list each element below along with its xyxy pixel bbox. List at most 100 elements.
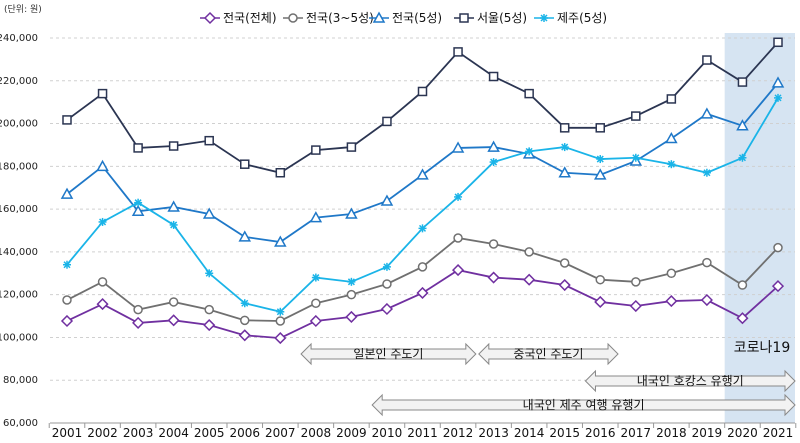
- annotation-label: 내국인 호캉스 유행기: [637, 373, 744, 388]
- circle-marker: [311, 298, 321, 308]
- square-marker: [204, 135, 214, 146]
- star-stroke: [540, 14, 548, 22]
- y-tick-label: 180,000: [0, 161, 38, 172]
- star-stroke: [632, 154, 640, 162]
- legend-label: 전국(3~5성): [306, 11, 374, 25]
- star-stroke: [347, 278, 355, 286]
- triangle-marker: [238, 230, 252, 242]
- x-tick-label: 2009: [336, 426, 367, 440]
- triangle-marker: [700, 107, 714, 119]
- square-marker: [595, 123, 605, 133]
- triangle-marker: [380, 194, 394, 206]
- x-tick-label: 2012: [443, 426, 474, 440]
- x-tick-label: 2001: [52, 426, 83, 440]
- circle-marker: [488, 239, 499, 249]
- star-marker: [205, 269, 214, 278]
- star-stroke: [561, 143, 569, 151]
- diamond-marker: [238, 329, 251, 342]
- annotation-arrow: 일본인 주도기: [300, 342, 477, 366]
- square-marker: [459, 13, 469, 23]
- x-tick-label: 2007: [265, 426, 296, 440]
- triangle-marker: [451, 141, 465, 153]
- square-marker: [311, 145, 321, 155]
- square-marker: [240, 159, 250, 169]
- circle-marker: [737, 280, 748, 290]
- star-marker: [454, 192, 463, 201]
- diamond-marker: [96, 298, 109, 311]
- triangle-marker: [274, 235, 287, 247]
- star-marker: [98, 217, 107, 226]
- triangle-marker: [558, 166, 571, 178]
- x-tick-label: 2004: [158, 426, 189, 440]
- star-stroke: [596, 155, 604, 163]
- star-stroke: [774, 94, 782, 102]
- square-marker: [559, 123, 570, 133]
- triangle-marker: [202, 207, 216, 219]
- star-marker: [540, 14, 548, 22]
- square-marker: [346, 142, 357, 152]
- square-marker: [773, 37, 783, 48]
- legend-item: 제주(5성): [534, 11, 607, 25]
- series-square: [62, 37, 783, 178]
- diamond-marker: [309, 314, 322, 328]
- star-marker: [560, 143, 569, 152]
- triangle-marker: [96, 159, 109, 172]
- x-tick-label: 2016: [585, 426, 616, 440]
- legend-item: 전국(3~5성): [283, 11, 374, 25]
- circle-marker: [288, 13, 298, 23]
- x-tick-label: 2008: [301, 426, 332, 440]
- star-stroke: [703, 169, 711, 177]
- x-tick-label: 2014: [514, 426, 545, 440]
- x-tick-label: 2010: [372, 426, 403, 440]
- square-marker: [453, 47, 463, 57]
- square-marker: [382, 116, 392, 127]
- star-stroke: [63, 261, 71, 269]
- diamond-marker: [665, 295, 678, 308]
- annotation-arrow: 중국인 주도기: [478, 342, 619, 366]
- circle-marker: [702, 257, 712, 268]
- star-marker: [63, 260, 71, 269]
- star-stroke: [99, 218, 107, 226]
- triangle-marker: [309, 211, 323, 223]
- x-tick-label: 2003: [123, 426, 154, 440]
- diamond-marker: [345, 310, 358, 323]
- star-marker: [311, 273, 320, 282]
- circle-marker: [453, 233, 463, 243]
- star-marker: [702, 168, 711, 177]
- diamond-marker: [167, 314, 180, 327]
- triangle-marker: [131, 204, 145, 216]
- triangle-marker: [372, 11, 386, 23]
- series-diamond: [60, 264, 785, 345]
- square-marker: [133, 143, 143, 153]
- diamond-marker: [771, 280, 785, 293]
- circle-marker: [773, 242, 783, 253]
- x-tick-label: 2005: [194, 426, 225, 440]
- triangle-marker: [60, 187, 74, 199]
- diamond-marker: [274, 332, 287, 345]
- star-marker: [738, 153, 747, 162]
- square-marker: [631, 111, 641, 121]
- annotation-arrow: 내국인 제주 여행 유행기: [371, 393, 796, 417]
- y-tick-label: 80,000: [3, 375, 38, 386]
- annotation-label: 일본인 주도기: [353, 347, 423, 361]
- x-tick-label: 2011: [407, 426, 438, 440]
- series-circle: [62, 233, 783, 326]
- star-stroke: [738, 154, 746, 162]
- star-marker: [774, 93, 782, 102]
- square-marker: [275, 168, 286, 178]
- annotation-label: 내국인 제주 여행 유행기: [523, 397, 645, 412]
- highlight-band: [724, 33, 795, 423]
- series-star: [63, 93, 782, 316]
- circle-marker: [62, 295, 72, 305]
- x-tick-label: 2015: [549, 426, 580, 440]
- circle-marker: [133, 304, 143, 315]
- triangle-marker: [345, 207, 358, 219]
- x-tick-label: 2006: [229, 426, 260, 440]
- triangle-marker: [665, 131, 678, 144]
- star-stroke: [454, 193, 462, 201]
- square-marker: [737, 77, 748, 87]
- circle-marker: [595, 274, 605, 285]
- circle-marker: [524, 247, 534, 257]
- diamond-marker: [629, 299, 642, 313]
- circle-marker: [275, 316, 286, 326]
